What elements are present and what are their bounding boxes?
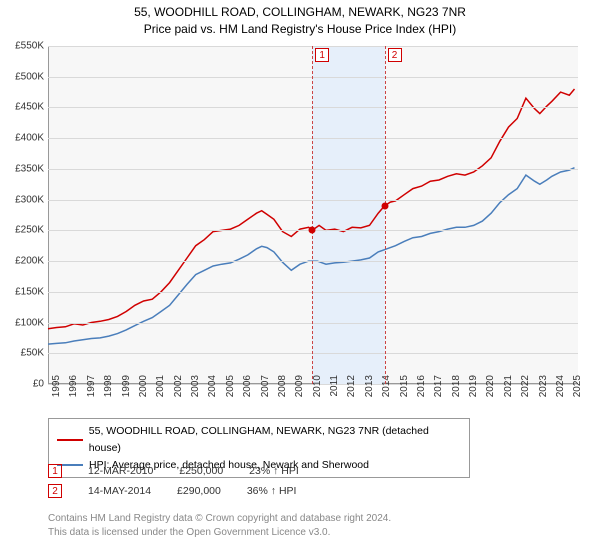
ylabel: £100K xyxy=(2,317,44,328)
xlabel: 2025 xyxy=(572,375,583,403)
ylabel: £300K xyxy=(2,194,44,205)
sale-badge: 1 xyxy=(48,464,62,478)
ylabel: £50K xyxy=(2,348,44,359)
footer-line: This data is licensed under the Open Gov… xyxy=(48,526,391,540)
sale-vline xyxy=(312,46,313,384)
ylabel: £550K xyxy=(2,41,44,52)
ylabel: £0 xyxy=(2,379,44,390)
sale-delta: 36% ↑ HPI xyxy=(247,485,297,497)
title-line2: Price paid vs. HM Land Registry's House … xyxy=(0,21,600,38)
footer-line: Contains HM Land Registry data © Crown c… xyxy=(48,512,391,526)
xlabel: 1995 xyxy=(51,375,62,403)
xlabel: 2018 xyxy=(451,375,462,403)
xlabel: 2000 xyxy=(138,375,149,403)
ylabel: £400K xyxy=(2,133,44,144)
xlabel: 2024 xyxy=(555,375,566,403)
title-block: 55, WOODHILL ROAD, COLLINGHAM, NEWARK, N… xyxy=(0,0,600,38)
sales-list: 1 12-MAR-2010 £250,000 23% ↑ HPI 2 14-MA… xyxy=(48,464,299,504)
legend-swatch xyxy=(57,439,83,441)
sale-vline xyxy=(385,46,386,384)
ylabel: £250K xyxy=(2,225,44,236)
xlabel: 1998 xyxy=(103,375,114,403)
xlabel: 2004 xyxy=(207,375,218,403)
ylabel: £350K xyxy=(2,163,44,174)
sale-date: 12-MAR-2010 xyxy=(88,465,153,477)
ylabel: £200K xyxy=(2,256,44,267)
xlabel: 1996 xyxy=(68,375,79,403)
xlabel: 2002 xyxy=(173,375,184,403)
sale-row: 1 12-MAR-2010 £250,000 23% ↑ HPI xyxy=(48,464,299,478)
xlabel: 2007 xyxy=(260,375,271,403)
xlabel: 2015 xyxy=(399,375,410,403)
xlabel: 2013 xyxy=(364,375,375,403)
sale-date: 14-MAY-2014 xyxy=(88,485,151,497)
ylabel: £150K xyxy=(2,286,44,297)
sale-badge: 2 xyxy=(48,484,62,498)
xlabel: 2003 xyxy=(190,375,201,403)
legend-item: 55, WOODHILL ROAD, COLLINGHAM, NEWARK, N… xyxy=(57,423,461,457)
sale-price: £290,000 xyxy=(177,485,221,497)
xlabel: 1997 xyxy=(86,375,97,403)
xlabel: 2010 xyxy=(312,375,323,403)
xlabel: 2008 xyxy=(277,375,288,403)
sale-marker-badge: 1 xyxy=(315,48,329,62)
xlabel: 2021 xyxy=(503,375,514,403)
xlabel: 2006 xyxy=(242,375,253,403)
xlabel: 2023 xyxy=(538,375,549,403)
xlabel: 2011 xyxy=(329,375,340,403)
xlabel: 2005 xyxy=(225,375,236,403)
xlabel: 1999 xyxy=(121,375,132,403)
sale-row: 2 14-MAY-2014 £290,000 36% ↑ HPI xyxy=(48,484,299,498)
xlabel: 2001 xyxy=(155,375,166,403)
title-line1: 55, WOODHILL ROAD, COLLINGHAM, NEWARK, N… xyxy=(0,4,600,21)
xlabel: 2012 xyxy=(346,375,357,403)
chart-area: £0£50K£100K£150K£200K£250K£300K£350K£400… xyxy=(48,46,578,384)
sale-price: £250,000 xyxy=(179,465,223,477)
ylabel: £500K xyxy=(2,71,44,82)
xlabel: 2017 xyxy=(433,375,444,403)
xlabel: 2019 xyxy=(468,375,479,403)
sale-dot xyxy=(381,202,388,209)
xlabel: 2020 xyxy=(485,375,496,403)
sale-dot xyxy=(309,227,316,234)
xlabel: 2009 xyxy=(294,375,305,403)
chart-container: 55, WOODHILL ROAD, COLLINGHAM, NEWARK, N… xyxy=(0,0,600,560)
xlabel: 2022 xyxy=(520,375,531,403)
xlabel: 2014 xyxy=(381,375,392,403)
xlabel: 2016 xyxy=(416,375,427,403)
legend-label: 55, WOODHILL ROAD, COLLINGHAM, NEWARK, N… xyxy=(89,423,461,457)
ylabel: £450K xyxy=(2,102,44,113)
sale-marker-badge: 2 xyxy=(388,48,402,62)
footer: Contains HM Land Registry data © Crown c… xyxy=(48,512,391,540)
sale-delta: 23% ↑ HPI xyxy=(249,465,299,477)
